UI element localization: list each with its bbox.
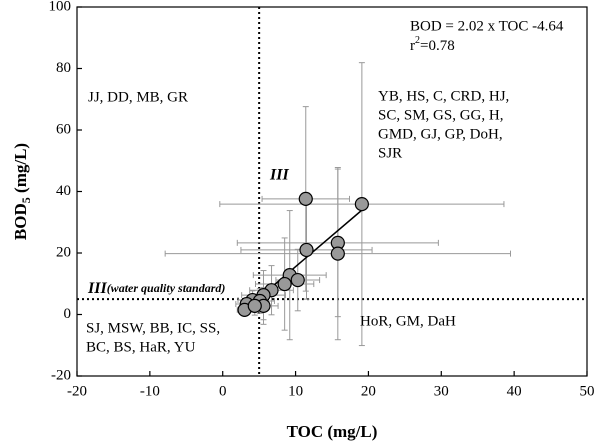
y-axis-label: BOD5 (mg/L) [11, 143, 33, 240]
y-tick-label: 20 [56, 244, 71, 260]
standard-label: III(water quality standard) [87, 280, 225, 297]
x-tick-label: 0 [219, 383, 227, 399]
data-point [298, 191, 313, 206]
class-label: III [269, 167, 289, 184]
y-tick-label: 0 [64, 306, 72, 322]
quadrant-label: SC, SM, GS, GG, H, [378, 107, 503, 123]
x-tick-label: 40 [507, 383, 522, 399]
x-tick-label: 50 [580, 383, 595, 399]
quadrant-label: BC, BS, HaR, YU [86, 339, 196, 355]
data-point [290, 272, 305, 288]
data-point [277, 276, 292, 292]
quadrant-label: GMD, GJ, GP, DoH, [378, 126, 503, 142]
data-point [299, 242, 314, 258]
r-squared: r2=0.78 [410, 35, 455, 54]
x-tick-label: 10 [288, 383, 303, 399]
data-point [247, 298, 262, 313]
standard-main: III [87, 280, 107, 297]
x-axis-label: TOC (mg/L) [287, 422, 378, 441]
quadrant-label: JJ, DD, MB, GR [88, 89, 188, 105]
y-tick-label: -20 [51, 367, 71, 383]
equation: BOD = 2.02 x TOC -4.64 [410, 18, 564, 34]
y-tick-label: 40 [56, 183, 71, 199]
r2-sup: 2 [415, 35, 420, 46]
y-label-rest: (mg/L) [11, 143, 30, 197]
x-tick-label: 20 [361, 383, 376, 399]
y-tick-label: 80 [56, 60, 71, 76]
quadrant-label: HoR, GM, DaH [360, 313, 456, 329]
y-tick-label: 60 [56, 121, 71, 137]
x-tick-label: -20 [67, 383, 87, 399]
y-label-main: BOD [11, 203, 30, 240]
data-point [330, 246, 345, 261]
x-tick-label: 30 [434, 383, 449, 399]
quadrant-label: SJR [378, 145, 402, 161]
y-label-sub: 5 [19, 197, 33, 203]
r2-main: r [410, 38, 415, 54]
data-point [354, 197, 369, 212]
x-tick-label: -10 [140, 383, 160, 399]
standard-rest: (water quality standard) [107, 281, 226, 295]
quadrant-label: SJ, MSW, BB, IC, SS, [86, 320, 220, 336]
quadrant-label: YB, HS, C, CRD, HJ, [378, 88, 509, 104]
y-tick-label: 100 [49, 0, 72, 14]
r2-rest: =0.78 [420, 38, 455, 54]
